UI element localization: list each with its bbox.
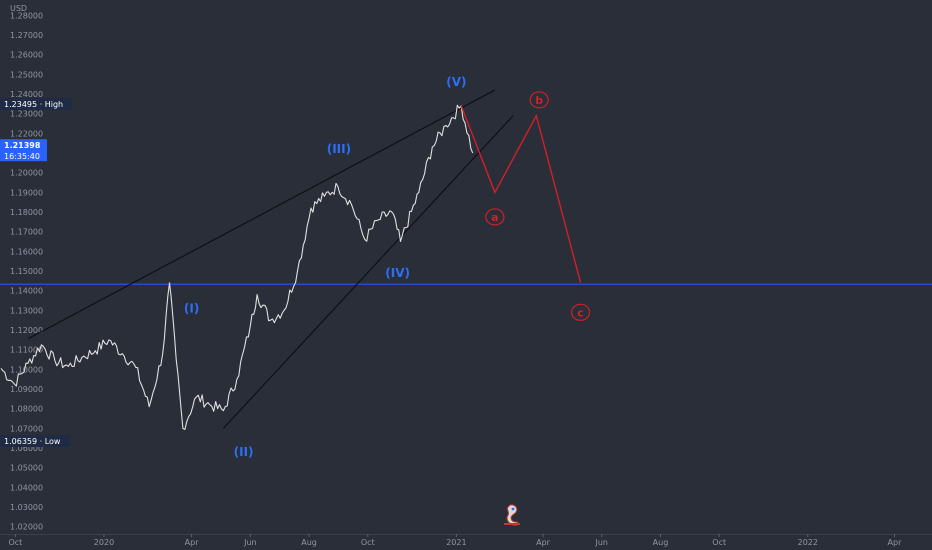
impulse-wave-label: (II) (234, 445, 254, 459)
x-tick-label: 2022 (798, 538, 818, 547)
impulse-wave-label: (V) (446, 75, 466, 89)
x-tick-label: 2021 (446, 538, 466, 547)
axes-layer: USD1.280001.270001.260001.250001.240001.… (0, 4, 932, 547)
y-tick-label: 1.16000 (10, 247, 43, 256)
x-tick-label: Aug (653, 538, 669, 547)
tag-text: 1.06359 · Low (4, 437, 61, 446)
x-tick-label: Apr (888, 538, 903, 547)
x-tick-label: Oct (712, 538, 726, 547)
y-tick-label: 1.13000 (10, 306, 43, 315)
x-tick-label: 2020 (94, 538, 114, 547)
wave-circle (570, 303, 591, 321)
y-tick-label: 1.22000 (10, 129, 43, 138)
y-tick-label: 1.06000 (10, 444, 43, 453)
y-tick-label: 1.02000 (10, 523, 43, 532)
y-tick-label: 1.23000 (10, 110, 43, 119)
y-tick-label: 1.28000 (10, 11, 43, 20)
annotation-lines (0, 89, 932, 429)
y-tick-label: 1.11000 (10, 346, 43, 355)
tag-box (0, 97, 72, 110)
x-tick-label: Jun (595, 538, 609, 547)
y-tick-label: 1.08000 (10, 405, 43, 414)
y-tick-label: 1.10000 (10, 365, 43, 374)
y-tick-label: 1.26000 (10, 51, 43, 60)
impulse-wave-label: (III) (327, 142, 351, 156)
y-tick-label: 1.14000 (10, 287, 43, 296)
correction-wave-c: c (570, 303, 591, 321)
y-tick-label: 1.24000 (10, 90, 43, 99)
y-tick-label: 1.12000 (10, 326, 43, 335)
y-tick-label: 1.19000 (10, 188, 43, 197)
wave-label: c (577, 306, 584, 319)
y-tick-label: 1.07000 (10, 424, 43, 433)
high-price-tag: 1.23495 · High (0, 97, 72, 110)
y-tick-label: 1.25000 (10, 70, 43, 79)
price-layer (0, 104, 582, 431)
seahorse-logo-icon (501, 503, 523, 526)
y-tick-label: 1.05000 (10, 464, 43, 473)
x-tick-label: Apr (536, 538, 551, 547)
upper-trend-line[interactable] (27, 89, 496, 340)
lower-trend-line[interactable] (222, 115, 514, 429)
tag-box (0, 434, 70, 447)
wave-circle (529, 91, 549, 109)
y-tick-label: 1.18000 (10, 208, 43, 217)
price-tags: 1.23495 · High 1.06359 · Low 1.21398 16:35:… (0, 97, 72, 447)
wave-circle (485, 208, 505, 226)
tag-text: 16:35:40 (4, 152, 40, 161)
tag-text: 1.21398 (4, 141, 41, 150)
correction-wave-b: b (529, 91, 549, 109)
wave-label: a (491, 211, 498, 224)
x-tick-label: Oct (8, 538, 22, 547)
abc-projection-path[interactable] (460, 105, 582, 283)
x-tick-label: Jun (243, 538, 257, 547)
y-tick-label: 1.17000 (10, 228, 43, 237)
impulse-wave-label: (I) (184, 301, 199, 315)
impulse-wave-label: (IV) (385, 266, 410, 280)
x-tick-label: Oct (361, 538, 375, 547)
y-tick-label: 1.09000 (10, 385, 43, 394)
y-tick-label: 1.03000 (10, 503, 43, 512)
y-tick-label: 1.27000 (10, 31, 43, 40)
tag-text: 1.23495 · High (4, 100, 63, 109)
wave-labels: a b c (I) (II) (III) (IV) (V) (184, 75, 591, 459)
currency-label: USD (10, 4, 27, 13)
low-price-tag: 1.06359 · Low (0, 434, 70, 447)
x-tick-label: Aug (301, 538, 317, 547)
x-tick-label: Apr (185, 538, 200, 547)
correction-wave-a: a (485, 208, 505, 226)
tag-box (0, 139, 47, 162)
wave-label: b (535, 94, 543, 107)
y-tick-label: 1.15000 (10, 267, 43, 276)
price-series-line[interactable] (0, 104, 474, 431)
current-price-tag: 1.21398 16:35:40 (0, 139, 47, 162)
y-tick-label: 1.04000 (10, 483, 43, 492)
y-tick-label: 1.20000 (10, 169, 43, 178)
